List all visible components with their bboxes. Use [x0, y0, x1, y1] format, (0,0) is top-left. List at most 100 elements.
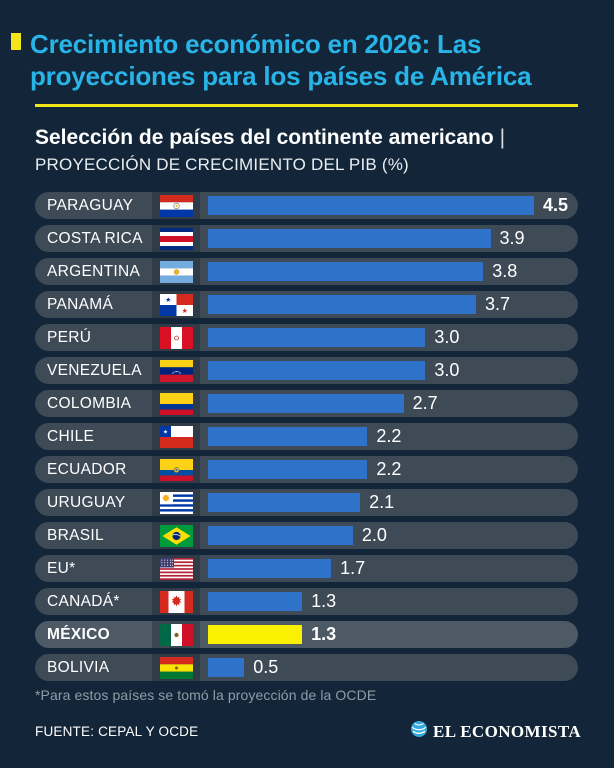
value-label: 3.0	[434, 327, 460, 347]
country-row: CHILE 2.2	[35, 423, 578, 450]
value-label: 1.7	[340, 558, 366, 578]
header: Crecimiento económico en 2026: Las proye…	[0, 0, 614, 176]
country-row: VENEZUELA 3.0	[35, 357, 578, 384]
country-row: ARGENTINA 3.8	[35, 258, 578, 285]
flag-brazil-icon	[152, 522, 200, 549]
bar-area: 1.3	[200, 621, 578, 648]
bar-area: 3.0	[200, 357, 578, 384]
country-label: ECUADOR	[47, 460, 127, 478]
footer-row: FUENTE: CEPAL Y OCDE EL ECONOMISTA	[35, 720, 581, 743]
country-label: COSTA RICA	[47, 229, 143, 247]
flag-venezuela-icon	[152, 357, 200, 384]
value-label: 3.8	[492, 261, 518, 281]
country-label: PANAMÁ	[47, 295, 114, 313]
country-label: ARGENTINA	[47, 262, 141, 280]
flag-mexico-icon	[152, 621, 200, 648]
value-label: 2.2	[376, 459, 402, 479]
value-bar	[208, 427, 368, 446]
country-label: URUGUAY	[47, 493, 126, 511]
title-bullet-square	[11, 33, 21, 50]
value-bar	[208, 361, 426, 380]
value-label: 1.3	[311, 591, 337, 611]
value-bar	[208, 229, 491, 248]
bar-area: 2.7	[200, 390, 578, 417]
value-bar	[208, 295, 477, 314]
country-row: ECUADOR 2.2	[35, 456, 578, 483]
country-row: BOLIVIA 0.5	[35, 654, 578, 681]
value-label: 2.2	[376, 426, 402, 446]
country-row: COLOMBIA 2.7	[35, 390, 578, 417]
bar-area: 3.9	[200, 225, 578, 252]
flag-bolivia-icon	[152, 654, 200, 681]
value-bar	[208, 625, 303, 644]
flag-paraguay-icon	[152, 192, 200, 219]
country-label: EU*	[47, 559, 76, 577]
value-bar	[208, 658, 245, 677]
country-label: PERÚ	[47, 328, 92, 346]
value-bar	[208, 526, 353, 545]
bar-area: 1.3	[200, 588, 578, 615]
value-label: 2.0	[361, 525, 387, 545]
page-title: Crecimiento económico en 2026: Las proye…	[30, 29, 532, 91]
country-row: BRASIL 2.0	[35, 522, 578, 549]
value-label: 3.7	[485, 294, 511, 314]
value-bar	[208, 559, 332, 578]
value-label: 2.7	[412, 393, 438, 413]
subtitle-bold-text: Selección de países del continente ameri…	[35, 126, 494, 149]
flag-costa_rica-icon	[152, 225, 200, 252]
flag-panama-icon	[152, 291, 200, 318]
value-label: 3.9	[499, 228, 525, 248]
source-text: FUENTE: CEPAL Y OCDE	[35, 724, 199, 739]
country-label: BRASIL	[47, 526, 104, 544]
yellow-divider	[35, 104, 578, 107]
country-row: URUGUAY 2.1	[35, 489, 578, 516]
value-label: 0.5	[253, 657, 279, 677]
country-label: COLOMBIA	[47, 394, 132, 412]
value-bar	[208, 493, 361, 512]
flag-peru-icon	[152, 324, 200, 351]
subtitle-line2: PROYECCIÓN DE CRECIMIENTO DEL PIB (%)	[35, 155, 409, 174]
footnote: *Para estos países se tomó la proyección…	[35, 687, 377, 703]
value-label: 2.1	[369, 492, 395, 512]
flag-colombia-icon	[152, 390, 200, 417]
brand-name: EL ECONOMISTA	[433, 721, 581, 741]
value-bar	[208, 460, 368, 479]
country-row: COSTA RICA 3.9	[35, 225, 578, 252]
country-label: MÉXICO	[47, 625, 110, 643]
bar-area: 2.2	[200, 456, 578, 483]
value-label: 3.0	[434, 360, 460, 380]
country-label: PARAGUAY	[47, 196, 134, 214]
value-bar	[208, 592, 303, 611]
value-label: 4.5	[543, 195, 569, 215]
country-label: CHILE	[47, 427, 95, 445]
bar-area: 3.7	[200, 291, 578, 318]
country-row: PERÚ 3.0	[35, 324, 578, 351]
subtitle: Selección de países del continente ameri…	[35, 125, 578, 176]
country-label: CANADÁ*	[47, 592, 120, 610]
globe-icon	[410, 720, 428, 743]
value-bar	[208, 196, 534, 215]
bar-area: 3.0	[200, 324, 578, 351]
value-bar	[208, 394, 404, 413]
country-label: VENEZUELA	[47, 361, 142, 379]
subtitle-separator: |	[499, 126, 506, 149]
bar-area: 3.8	[200, 258, 578, 285]
flag-usa-icon	[152, 555, 200, 582]
flag-chile-icon	[152, 423, 200, 450]
country-row: EU* 1.7	[35, 555, 578, 582]
country-row: PANAMÁ 3.7	[35, 291, 578, 318]
country-row: CANADÁ* 1.3	[35, 588, 578, 615]
bar-chart: PARAGUAY 4.5 COSTA RICA 3.9 ARGENTINA 3.…	[35, 192, 578, 681]
flag-ecuador-icon	[152, 456, 200, 483]
value-bar	[208, 262, 484, 281]
bar-area: 2.1	[200, 489, 578, 516]
bar-area: 0.5	[200, 654, 578, 681]
subtitle-line1: Selección de países del continente ameri…	[35, 125, 578, 151]
country-label: BOLIVIA	[47, 658, 110, 676]
bar-area: 1.7	[200, 555, 578, 582]
flag-uruguay-icon	[152, 489, 200, 516]
bar-area: 2.0	[200, 522, 578, 549]
flag-canada-icon	[152, 588, 200, 615]
brand-logo: EL ECONOMISTA	[410, 720, 581, 743]
